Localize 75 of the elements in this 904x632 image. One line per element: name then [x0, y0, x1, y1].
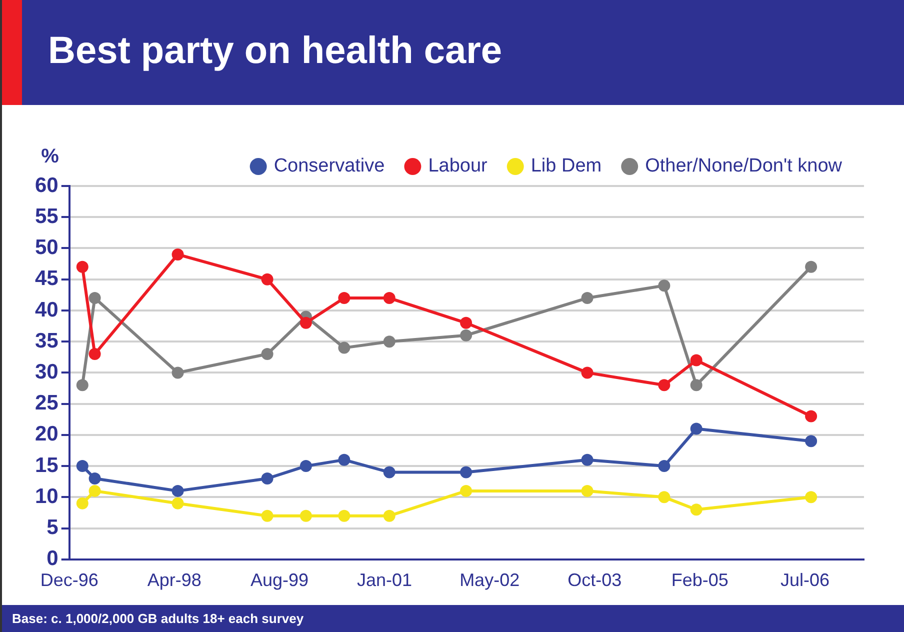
text: Base: c. 1,000/2,000 GB adults 18+ each survey — [2, 605, 904, 632]
y-tick-label: 25 — [35, 392, 59, 415]
y-tick-label: 35 — [35, 329, 59, 352]
point — [300, 316, 312, 329]
point — [460, 484, 472, 497]
point — [261, 348, 274, 360]
point — [88, 472, 101, 484]
y-tick-label: 5 — [46, 516, 59, 540]
point — [690, 504, 702, 516]
x-tick-label: Dec-96 — [40, 570, 98, 590]
point — [805, 260, 818, 273]
point — [460, 316, 472, 329]
point — [460, 466, 472, 478]
point — [338, 342, 350, 354]
legend-label: Lib Dem — [530, 156, 602, 177]
chart-title: Best party on health care — [48, 30, 502, 73]
x-tick-label: Jul-06 — [780, 570, 830, 590]
y-tick-label: 15 — [35, 454, 59, 477]
point — [261, 510, 274, 522]
point — [383, 510, 396, 522]
point — [172, 248, 184, 260]
point — [658, 379, 670, 392]
point — [300, 460, 312, 472]
legend-label: Labour — [428, 156, 488, 177]
point — [805, 491, 818, 504]
y-tick-label: 10 — [35, 484, 58, 508]
point — [581, 484, 594, 497]
point — [76, 260, 88, 273]
point — [172, 366, 184, 379]
point — [88, 484, 101, 497]
x-tick-label: Oct-03 — [568, 570, 622, 590]
y-tick-label: 30 — [35, 360, 58, 384]
point — [805, 410, 818, 422]
y-tick-label: 50 — [35, 236, 58, 260]
point — [76, 497, 88, 510]
y-tick-label: 55 — [35, 204, 59, 228]
point — [88, 292, 101, 304]
point — [581, 366, 594, 379]
x-tick-label: Aug-99 — [250, 570, 308, 590]
x-tick-label: Jan-01 — [357, 570, 412, 590]
point — [76, 379, 88, 392]
point — [172, 484, 184, 497]
point — [338, 454, 350, 466]
point — [658, 280, 670, 292]
y-tick-label: 45 — [35, 267, 59, 290]
x-tick-label: May-02 — [460, 570, 520, 590]
point — [338, 292, 350, 304]
point — [805, 435, 818, 448]
y-tick-label: 20 — [35, 422, 58, 446]
point — [383, 336, 396, 348]
x-tick-label: Feb-05 — [671, 570, 728, 590]
point — [658, 460, 670, 472]
point — [581, 454, 594, 466]
y-tick-label: 0 — [46, 547, 58, 570]
y-axis-title: % — [41, 146, 60, 168]
point — [338, 510, 350, 522]
point — [261, 472, 274, 484]
x-tick-label: Apr-98 — [147, 570, 202, 590]
point — [690, 354, 702, 366]
point — [88, 348, 101, 360]
point — [690, 379, 702, 392]
point — [261, 273, 274, 286]
point — [76, 460, 88, 472]
y-tick-label: 60 — [35, 174, 58, 197]
legend-label: Other/None/Don't know — [645, 156, 842, 177]
point — [300, 510, 312, 522]
point — [383, 466, 396, 478]
legend-label: Conservative — [274, 156, 385, 177]
point — [460, 329, 472, 342]
point — [581, 292, 594, 304]
y-tick-label: 40 — [35, 298, 58, 322]
point — [172, 497, 184, 510]
point — [658, 491, 670, 504]
point — [690, 422, 702, 435]
point — [383, 292, 396, 304]
